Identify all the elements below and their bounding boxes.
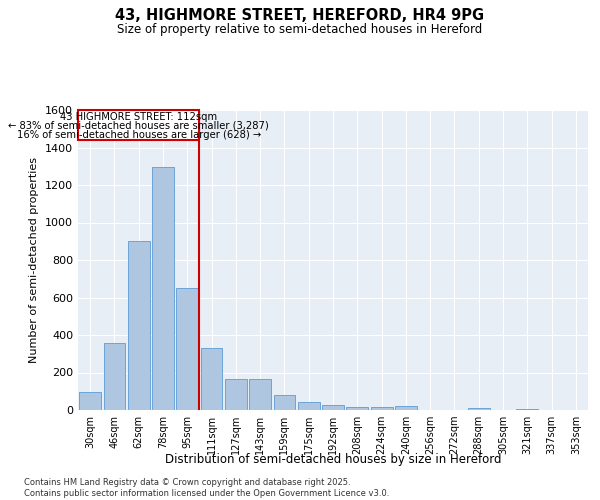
Text: 43 HIGHMORE STREET: 112sqm: 43 HIGHMORE STREET: 112sqm [60,112,217,122]
Bar [200,348,223,410]
Text: Size of property relative to semi-detached houses in Hereford: Size of property relative to semi-detach… [118,22,482,36]
Bar [152,167,174,410]
Bar [104,344,125,410]
Bar [249,379,271,410]
Bar [176,288,198,410]
Bar [298,402,320,410]
Text: 16% of semi-detached houses are larger (628) →: 16% of semi-detached houses are larger (… [17,130,261,140]
Bar [274,395,295,410]
Bar [79,392,101,410]
Bar [346,407,368,410]
Bar [225,379,247,410]
Bar [517,408,538,410]
FancyBboxPatch shape [78,110,199,140]
Text: ← 83% of semi-detached houses are smaller (3,287): ← 83% of semi-detached houses are smalle… [8,120,269,130]
Y-axis label: Number of semi-detached properties: Number of semi-detached properties [29,157,40,363]
Text: 43, HIGHMORE STREET, HEREFORD, HR4 9PG: 43, HIGHMORE STREET, HEREFORD, HR4 9PG [115,8,485,22]
Bar [395,406,417,410]
Bar [322,405,344,410]
Bar [128,242,149,410]
Text: Contains HM Land Registry data © Crown copyright and database right 2025.
Contai: Contains HM Land Registry data © Crown c… [24,478,389,498]
Bar [371,407,392,410]
Bar [468,408,490,410]
Text: Distribution of semi-detached houses by size in Hereford: Distribution of semi-detached houses by … [165,452,501,466]
